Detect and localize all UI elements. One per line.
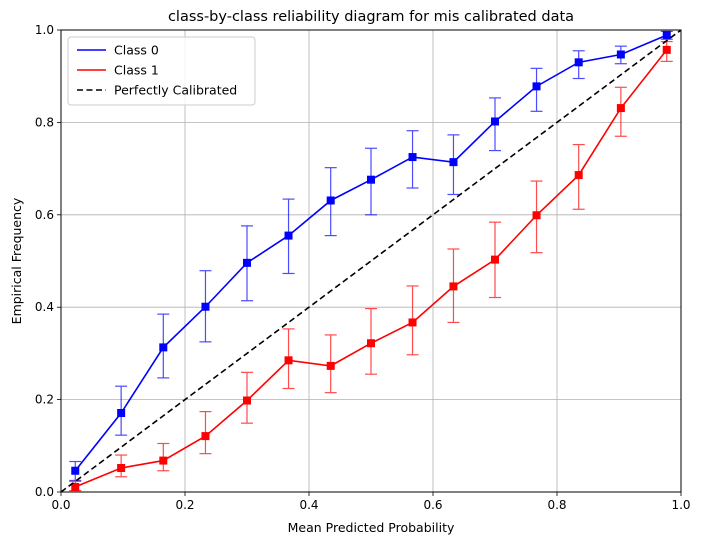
legend-label: Class 1 — [114, 63, 159, 78]
legend-label: Perfectly Calibrated — [114, 83, 237, 98]
class-1-point — [616, 104, 625, 113]
class-0-point — [159, 343, 168, 352]
class-1-point — [367, 339, 375, 348]
plot-area: 0.0 0.2 0.4 0.6 0.8 1.0 0.0 0.2 0.4 0.6 0.8 1.0 Clas… — [35, 23, 691, 512]
legend-item: Perfectly Calibrated — [77, 83, 237, 98]
legend-box — [67, 36, 256, 106]
class-1-point — [284, 356, 293, 365]
class-1-point — [117, 463, 126, 472]
class-0-point — [662, 31, 671, 40]
class-1-point — [662, 45, 671, 54]
legend-item: Class 1 — [77, 63, 159, 78]
class-1-point — [449, 282, 458, 291]
class-0-point — [367, 175, 375, 184]
class-0-point — [616, 50, 625, 59]
class-1-point — [243, 396, 251, 405]
class-1-point — [491, 255, 499, 264]
class-0-point — [449, 158, 458, 167]
class-1-point — [201, 432, 210, 441]
class-1-point — [408, 318, 417, 327]
y-tick-label: 1.0 — [35, 23, 54, 37]
perfectly-calibrated-line — [61, 30, 681, 492]
legend-item: Class 0 — [77, 43, 159, 58]
x-axis-label: Mean Predicted Probability — [288, 520, 455, 535]
class-1-point — [71, 482, 80, 491]
x-tick-label: 0.2 — [175, 498, 194, 512]
y-tick-label: 0.6 — [35, 208, 54, 222]
x-tick-label: 0.4 — [299, 498, 318, 512]
class-0-point — [491, 117, 499, 126]
legend: Class 0 Class 1 Perfectly Calibrated — [67, 36, 256, 106]
y-tick-label: 0.0 — [35, 485, 54, 499]
class-0-point — [71, 466, 80, 475]
class-0-point — [117, 408, 126, 417]
class-1-point — [159, 456, 168, 465]
class-0-point — [408, 153, 417, 162]
x-tick-label: 0.8 — [547, 498, 566, 512]
chart-title: class-by-class reliability diagram for m… — [168, 9, 574, 25]
class-0-point — [326, 196, 335, 205]
axes-frame — [60, 29, 682, 493]
class-1-point — [326, 361, 335, 370]
class-1-point — [532, 211, 541, 220]
class-0-point — [284, 231, 293, 240]
class-0-point — [201, 302, 210, 311]
class-0-point — [574, 58, 583, 67]
x-tick-label: 0.0 — [51, 498, 70, 512]
class-0-point — [532, 82, 541, 91]
y-tick-label: 0.2 — [35, 393, 54, 407]
y-axis-label: Empirical Frequency — [9, 197, 24, 324]
class-1-point — [574, 171, 583, 180]
y-tick-label: 0.4 — [35, 300, 54, 314]
class-0-point — [243, 258, 251, 267]
x-tick-label: 0.6 — [423, 498, 442, 512]
x-tick-label: 1.0 — [671, 498, 690, 512]
data-layer — [61, 30, 681, 492]
legend-label: Class 0 — [114, 43, 159, 58]
y-tick-label: 0.8 — [35, 115, 54, 129]
